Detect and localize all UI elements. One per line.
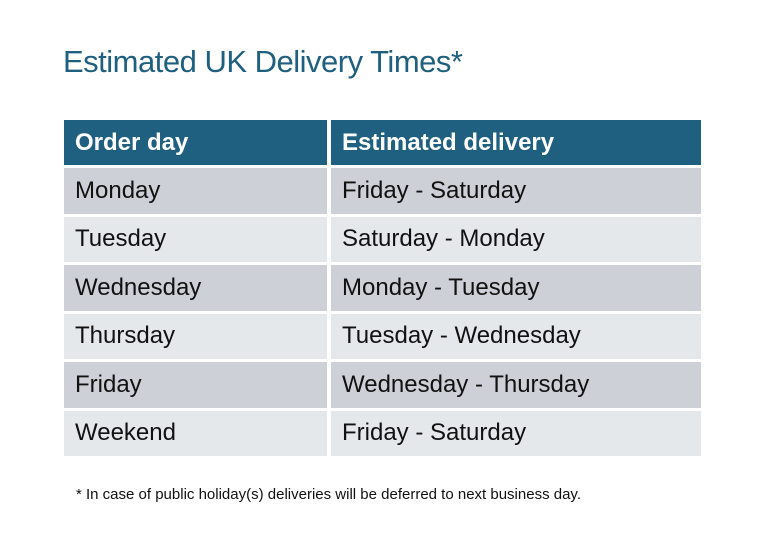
header-order-day: Order day — [64, 120, 327, 165]
table-row: Weekend Friday - Saturday — [64, 410, 701, 456]
delivery-cell: Friday - Saturday — [331, 168, 701, 214]
delivery-cell: Friday - Saturday — [331, 410, 701, 456]
table-row: Thursday Tuesday - Wednesday — [64, 313, 701, 359]
header-estimated-delivery: Estimated delivery — [331, 120, 701, 165]
order-day-cell: Weekend — [64, 410, 327, 456]
delivery-cell: Tuesday - Wednesday — [331, 313, 701, 359]
delivery-cell: Saturday - Monday — [331, 216, 701, 262]
delivery-cell: Monday - Tuesday — [331, 265, 701, 311]
table-row: Friday Wednesday - Thursday — [64, 362, 701, 408]
table-row: Tuesday Saturday - Monday — [64, 216, 701, 262]
delivery-table: Order day Estimated delivery Monday Frid… — [64, 120, 701, 459]
order-day-cell: Tuesday — [64, 216, 327, 262]
page-title: Estimated UK Delivery Times* — [63, 44, 463, 79]
order-day-cell: Thursday — [64, 313, 327, 359]
table-row: Monday Friday - Saturday — [64, 168, 701, 214]
table-header-row: Order day Estimated delivery — [64, 120, 701, 165]
table-row: Wednesday Monday - Tuesday — [64, 265, 701, 311]
order-day-cell: Monday — [64, 168, 327, 214]
delivery-cell: Wednesday - Thursday — [331, 362, 701, 408]
footnote: * In case of public holiday(s) deliverie… — [76, 486, 581, 503]
order-day-cell: Friday — [64, 362, 327, 408]
order-day-cell: Wednesday — [64, 265, 327, 311]
